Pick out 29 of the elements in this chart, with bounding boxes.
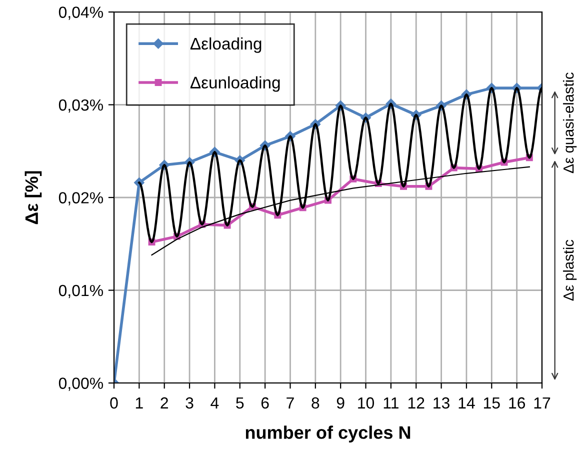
y-tick-label: 0,01% — [58, 284, 104, 298]
y-tick-label: 0,00% — [58, 378, 104, 391]
x-tick-label: 11 — [384, 397, 398, 408]
x-tick-label: 13 — [434, 397, 450, 409]
y-axis-title: Δε [%] — [24, 171, 42, 224]
x-tick-label: 12 — [408, 397, 424, 408]
x-tick-label: 7 — [286, 397, 294, 408]
x-tick-label: 0 — [110, 397, 118, 409]
x-tick-label: 10 — [358, 397, 374, 409]
x-tick-label: 16 — [509, 397, 526, 409]
legend-label: Δεunloading — [190, 76, 280, 92]
legend-label: Δεloading — [190, 37, 262, 53]
text: Δε plastic — [563, 240, 577, 301]
x-tick-label: 6 — [261, 397, 269, 409]
x-tick-label: 5 — [236, 397, 244, 409]
y-tick-label: 0,04% — [58, 6, 104, 20]
x-tick-label: 8 — [312, 397, 320, 409]
x-tick-label: 2 — [160, 397, 168, 408]
x-tick-label: 4 — [210, 397, 219, 408]
x-tick-label: 15 — [484, 397, 500, 409]
x-tick-label: 3 — [186, 397, 194, 409]
x-axis-title: number of cycles N — [246, 426, 410, 442]
x-tick-label: 17 — [534, 397, 550, 408]
x-tick-label: 14 — [458, 397, 475, 408]
text: Δε quasi-elastic — [563, 72, 577, 174]
y-tick-label: 0,02% — [58, 192, 104, 206]
x-tick-label: 9 — [336, 397, 344, 409]
x-tick-label: 1 — [136, 397, 143, 408]
y-tick-label: 0,03% — [58, 99, 104, 113]
